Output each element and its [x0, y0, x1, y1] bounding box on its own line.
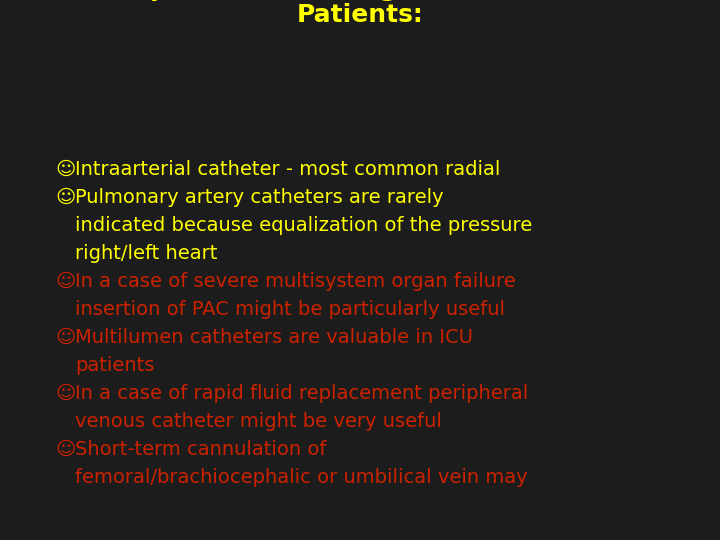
Text: Intraarterial catheter - most common radial: Intraarterial catheter - most common rad… — [75, 160, 500, 179]
Text: ☺: ☺ — [55, 188, 76, 207]
Text: In a case of rapid fluid replacement peripheral: In a case of rapid fluid replacement per… — [75, 384, 528, 403]
Text: ☺: ☺ — [55, 272, 76, 291]
Text: femoral/brachiocephalic or umbilical vein may: femoral/brachiocephalic or umbilical vei… — [75, 468, 528, 487]
Text: indicated because equalization of the pressure: indicated because equalization of the pr… — [75, 216, 532, 235]
Text: patients: patients — [75, 356, 154, 375]
Text: ☺: ☺ — [55, 328, 76, 347]
Text: right/left heart: right/left heart — [75, 244, 217, 263]
Text: ☺: ☺ — [55, 440, 76, 459]
Text: Pulmonary artery catheters are rarely: Pulmonary artery catheters are rarely — [75, 188, 444, 207]
Text: Short-term cannulation of: Short-term cannulation of — [75, 440, 326, 459]
Text: venous catheter might be very useful: venous catheter might be very useful — [75, 412, 442, 431]
Text: insertion of PAC might be particularly useful: insertion of PAC might be particularly u… — [75, 300, 505, 319]
Text: Multilumen catheters are valuable in ICU: Multilumen catheters are valuable in ICU — [75, 328, 473, 347]
Text: Special Monitoring the Pediatric: Special Monitoring the Pediatric — [132, 0, 588, 1]
Text: In a case of severe multisystem organ failure: In a case of severe multisystem organ fa… — [75, 272, 516, 291]
Text: Patients:: Patients: — [297, 3, 423, 27]
Text: ☺: ☺ — [55, 160, 76, 179]
Text: ☺: ☺ — [55, 384, 76, 403]
